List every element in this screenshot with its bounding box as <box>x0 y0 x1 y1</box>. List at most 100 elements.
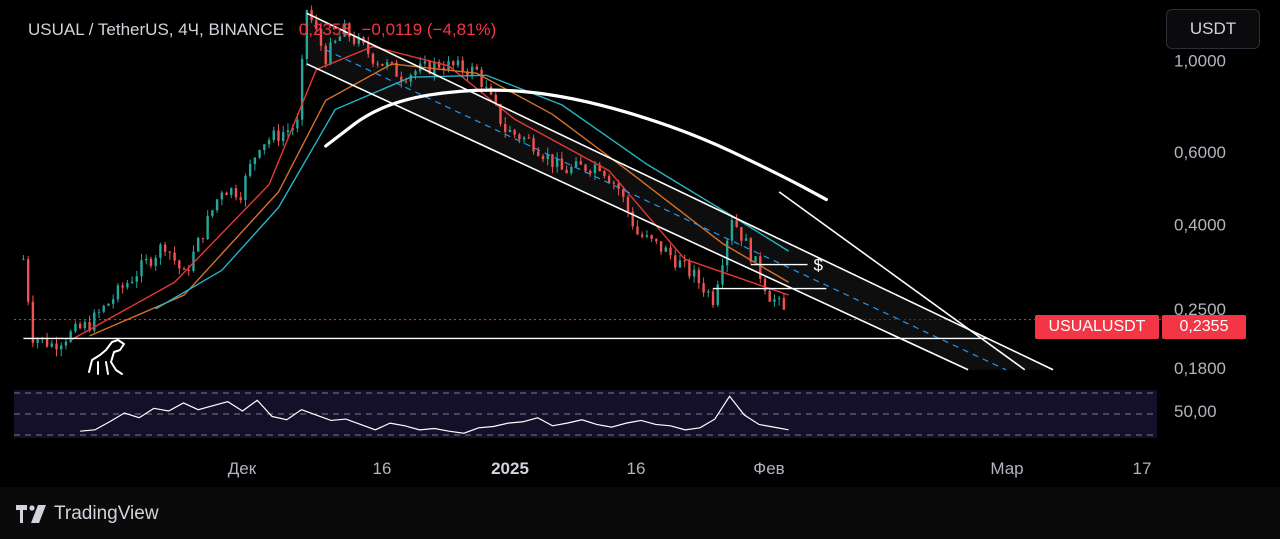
candle-body <box>64 341 68 346</box>
time-axis-tick: Мар <box>990 459 1023 478</box>
candle-body <box>206 215 209 240</box>
candle-body <box>126 283 129 288</box>
brand-name: TradingView <box>54 503 159 524</box>
candle-body <box>518 134 521 140</box>
candle-body <box>504 123 507 132</box>
candle-body <box>135 276 139 282</box>
candle-body <box>782 298 786 310</box>
price-axis-tick: 0,4000 <box>1174 216 1226 235</box>
candle-body <box>707 291 710 293</box>
tradingview-logo-icon <box>16 505 46 523</box>
trend-arc <box>324 88 828 202</box>
candle-body <box>263 144 266 151</box>
candle-body <box>617 183 620 189</box>
candle-body <box>513 129 516 135</box>
candle-body <box>376 63 379 65</box>
candle-body <box>121 285 124 288</box>
candle-body <box>645 235 649 237</box>
candle-body <box>145 258 148 261</box>
candle-body <box>333 40 337 43</box>
candle-body <box>537 151 540 156</box>
candle-body <box>88 322 91 331</box>
candle-body <box>282 132 285 142</box>
candle-body <box>541 155 545 160</box>
candle-body <box>622 188 625 197</box>
price-axis-tick: 0,1800 <box>1174 359 1226 378</box>
candle-body <box>466 71 469 76</box>
candle-body <box>159 244 162 258</box>
candle-body <box>551 154 554 168</box>
candle-body <box>111 299 115 304</box>
candle-body <box>26 259 30 302</box>
candle-body <box>697 269 701 284</box>
candle-body <box>220 192 224 200</box>
candle-body <box>631 211 634 227</box>
price-chart[interactable]: $1,0000 0,6000 0,4000 0,2500 0,1800 50,00 Дек 1… <box>14 0 1262 487</box>
candle-body <box>773 299 776 302</box>
candle-body <box>78 323 82 329</box>
candle-body <box>678 260 682 268</box>
symbol-title[interactable]: USUAL / TetherUS, 4Ч, BINANCE <box>28 20 285 39</box>
rsi-axis-tick: 50,00 <box>1174 402 1217 421</box>
candle-body <box>664 247 667 252</box>
candle-body <box>589 170 592 174</box>
candle-body <box>744 238 748 241</box>
candle-body <box>400 76 403 82</box>
candle-body <box>324 45 327 65</box>
last-price: 0,2355 <box>298 20 351 39</box>
time-axis-tick: Дек <box>228 459 257 478</box>
candle-body <box>163 244 167 252</box>
candle-body <box>201 237 205 240</box>
candle-body <box>721 265 724 285</box>
candle-body <box>522 137 526 140</box>
candle-body <box>480 69 483 87</box>
candle-body <box>494 94 497 104</box>
candle-body <box>140 260 143 277</box>
candle-body <box>338 36 342 41</box>
candle-body <box>433 61 436 74</box>
candle-body <box>532 138 535 152</box>
candle-body <box>197 237 200 252</box>
candle-body <box>69 331 72 342</box>
symbol-price-tag: USUALUSDT <box>1035 315 1159 339</box>
dinosaur-icon <box>88 339 125 375</box>
rsi-line <box>80 395 789 434</box>
candle-body <box>45 337 49 347</box>
candle-body <box>154 257 157 266</box>
trend-line-channel_lower <box>306 63 969 371</box>
price-axis-tick: 1,0000 <box>1174 51 1226 70</box>
candle-body <box>437 61 441 68</box>
candle-body <box>300 58 304 120</box>
candle-body <box>546 154 549 160</box>
time-axis-tick: 2025 <box>491 459 529 478</box>
candle-body <box>655 238 658 242</box>
chart-panel[interactable]: $1,0000 0,6000 0,4000 0,2500 0,1800 50,00 Дек 1… <box>14 0 1262 487</box>
footer-bar <box>0 487 1280 539</box>
candle-body <box>211 210 214 216</box>
candle-body <box>50 343 53 347</box>
candle-body <box>93 312 96 331</box>
candle-body <box>230 188 233 196</box>
candle-body <box>225 192 228 196</box>
candle-body <box>409 74 412 82</box>
currency-button[interactable]: USDT <box>1166 9 1260 49</box>
candle-body <box>215 199 219 211</box>
candle-body <box>55 343 58 350</box>
candle-body <box>291 128 294 131</box>
candle-body <box>730 220 734 241</box>
candle-body <box>116 285 120 300</box>
candle-body <box>499 103 502 124</box>
candle-body <box>149 258 153 266</box>
moving-average-1 <box>70 45 789 341</box>
candle-body <box>371 53 375 64</box>
candle-body <box>768 290 771 302</box>
candle-body <box>777 298 781 300</box>
tradingview-logo[interactable]: TradingView <box>16 503 159 525</box>
candle-body <box>759 256 762 279</box>
candle-body <box>692 269 696 277</box>
candle-body <box>579 161 582 165</box>
candle-body <box>612 182 616 184</box>
candle-body <box>74 323 77 332</box>
candle-body <box>565 169 568 174</box>
